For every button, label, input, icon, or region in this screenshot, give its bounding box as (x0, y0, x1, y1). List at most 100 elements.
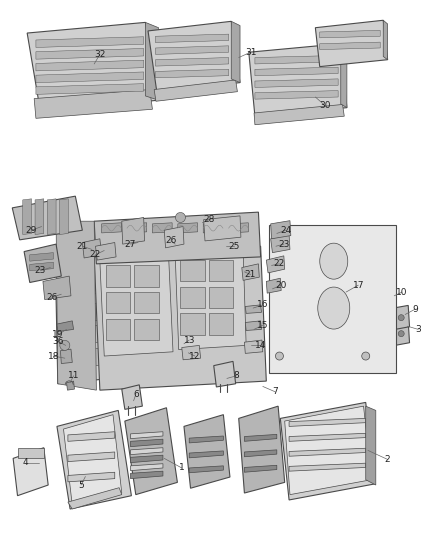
Polygon shape (155, 58, 229, 66)
Polygon shape (289, 433, 366, 441)
Circle shape (398, 314, 404, 321)
Polygon shape (244, 340, 263, 353)
Polygon shape (36, 60, 144, 71)
Polygon shape (134, 265, 159, 287)
Polygon shape (244, 465, 277, 472)
Polygon shape (154, 80, 237, 101)
Text: 26: 26 (46, 293, 57, 302)
Polygon shape (289, 463, 366, 471)
Polygon shape (36, 84, 144, 94)
Polygon shape (56, 292, 110, 384)
Polygon shape (100, 257, 173, 356)
Polygon shape (43, 276, 71, 300)
Polygon shape (315, 20, 388, 67)
Polygon shape (178, 223, 198, 233)
Polygon shape (34, 90, 152, 118)
Polygon shape (47, 199, 56, 235)
Text: 22: 22 (90, 251, 101, 259)
Text: 32: 32 (94, 50, 106, 59)
Polygon shape (255, 91, 338, 99)
Text: 21: 21 (245, 270, 256, 279)
Text: 15: 15 (257, 321, 268, 329)
Polygon shape (269, 225, 396, 373)
Circle shape (60, 341, 70, 350)
Ellipse shape (318, 287, 350, 329)
Polygon shape (82, 325, 99, 342)
Polygon shape (56, 221, 96, 390)
Text: 12: 12 (189, 352, 201, 360)
Polygon shape (245, 321, 261, 330)
Polygon shape (209, 287, 233, 308)
Polygon shape (106, 292, 130, 313)
Polygon shape (148, 21, 240, 92)
Polygon shape (27, 22, 159, 111)
Polygon shape (164, 227, 184, 248)
Polygon shape (82, 303, 99, 320)
Text: 10: 10 (396, 288, 408, 296)
Polygon shape (23, 199, 32, 235)
Polygon shape (393, 321, 410, 345)
Polygon shape (61, 325, 78, 342)
Polygon shape (180, 313, 205, 335)
Polygon shape (255, 67, 338, 76)
Polygon shape (289, 448, 366, 456)
Circle shape (276, 352, 283, 360)
Polygon shape (209, 260, 233, 281)
Text: 22: 22 (274, 260, 285, 268)
Text: 31: 31 (245, 48, 256, 56)
Polygon shape (255, 79, 338, 87)
Polygon shape (131, 439, 163, 447)
Polygon shape (152, 223, 172, 233)
Polygon shape (12, 196, 82, 240)
Polygon shape (68, 488, 122, 509)
Text: 28: 28 (204, 215, 215, 224)
Polygon shape (102, 223, 121, 233)
Text: 24: 24 (280, 226, 291, 235)
Polygon shape (131, 448, 163, 455)
Polygon shape (180, 287, 205, 308)
Polygon shape (122, 217, 145, 244)
Polygon shape (64, 415, 122, 505)
Polygon shape (94, 246, 266, 390)
Polygon shape (189, 436, 223, 443)
Polygon shape (36, 72, 144, 83)
Polygon shape (231, 21, 240, 83)
Polygon shape (209, 313, 233, 335)
Polygon shape (189, 451, 223, 458)
Polygon shape (36, 37, 144, 47)
Polygon shape (131, 432, 163, 439)
Polygon shape (35, 199, 44, 235)
Polygon shape (244, 434, 277, 441)
Text: 36: 36 (52, 337, 64, 345)
Text: 9: 9 (412, 305, 418, 313)
Polygon shape (245, 305, 261, 313)
Polygon shape (60, 349, 72, 364)
Polygon shape (82, 348, 99, 365)
Polygon shape (383, 20, 388, 60)
Ellipse shape (320, 243, 348, 279)
Polygon shape (204, 216, 241, 241)
Text: 23: 23 (35, 266, 46, 275)
Polygon shape (61, 348, 78, 365)
Polygon shape (289, 418, 366, 426)
Text: 8: 8 (233, 372, 240, 380)
Text: 5: 5 (78, 481, 84, 489)
Circle shape (362, 352, 370, 360)
Polygon shape (155, 46, 229, 54)
Text: 13: 13 (184, 336, 195, 344)
Polygon shape (57, 410, 131, 509)
Polygon shape (366, 406, 376, 485)
Polygon shape (266, 256, 285, 273)
Text: 20: 20 (276, 281, 287, 289)
Polygon shape (13, 448, 48, 496)
Text: 3: 3 (415, 325, 421, 334)
Polygon shape (203, 223, 223, 233)
Polygon shape (68, 432, 115, 441)
Polygon shape (214, 361, 236, 387)
Polygon shape (271, 221, 291, 239)
Text: 6: 6 (133, 390, 139, 399)
Polygon shape (180, 260, 205, 281)
Polygon shape (95, 243, 116, 260)
Text: 21: 21 (77, 242, 88, 251)
Text: 23: 23 (278, 240, 290, 248)
